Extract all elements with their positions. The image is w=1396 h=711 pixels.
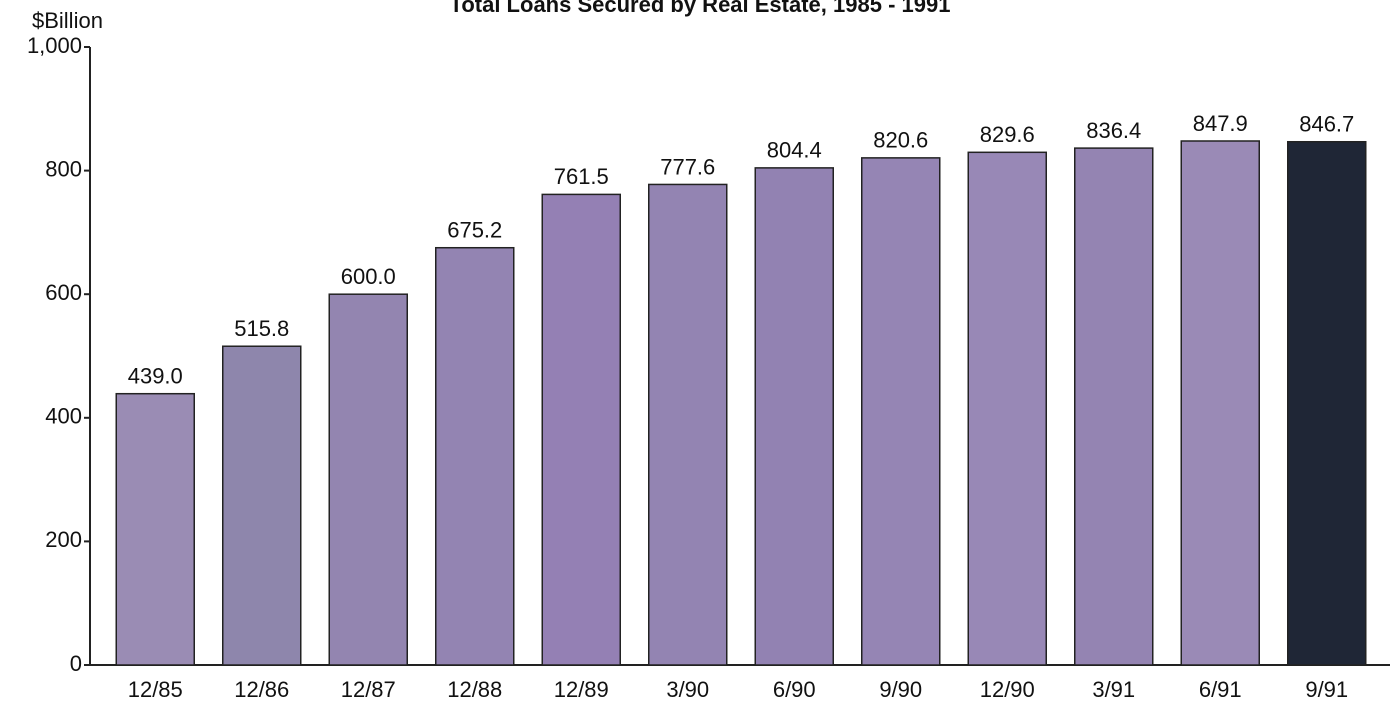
x-tick-label: 9/90 xyxy=(879,677,922,702)
y-tick-label: 1,000 xyxy=(27,33,82,58)
value-label: 846.7 xyxy=(1299,112,1354,137)
x-tick-label: 3/90 xyxy=(666,677,709,702)
y-tick-label: 600 xyxy=(45,280,82,305)
bar xyxy=(1287,140,1367,666)
y-tick-label: 400 xyxy=(45,404,82,429)
bar xyxy=(754,167,834,666)
bar xyxy=(967,151,1047,666)
bar xyxy=(222,345,302,666)
bar xyxy=(328,293,408,666)
value-label: 847.9 xyxy=(1193,111,1248,136)
value-label: 820.6 xyxy=(873,128,928,153)
bar xyxy=(1074,147,1154,666)
value-label: 515.8 xyxy=(234,316,289,341)
x-tick-label: 9/91 xyxy=(1305,677,1348,702)
bar xyxy=(435,246,515,666)
chart-title: Total Loans Secured by Real Estate, 1985… xyxy=(450,0,951,17)
value-label: 836.4 xyxy=(1086,118,1141,143)
value-label: 804.4 xyxy=(767,138,822,163)
value-label: 761.5 xyxy=(554,164,609,189)
value-label: 777.6 xyxy=(660,154,715,179)
y-tick-label: 200 xyxy=(45,527,82,552)
x-tick-label: 12/88 xyxy=(447,677,502,702)
value-label: 829.6 xyxy=(980,122,1035,147)
bar xyxy=(541,193,621,666)
x-tick-label: 12/87 xyxy=(341,677,396,702)
bar xyxy=(861,157,941,666)
x-tick-label: 3/91 xyxy=(1092,677,1135,702)
x-tick-label: 12/90 xyxy=(980,677,1035,702)
bar xyxy=(1180,140,1260,666)
bar xyxy=(648,183,728,666)
y-tick-label: 800 xyxy=(45,156,82,181)
value-label: 675.2 xyxy=(447,218,502,243)
x-tick-label: 6/91 xyxy=(1199,677,1242,702)
y-axis-label: $Billion xyxy=(32,8,103,33)
bar xyxy=(115,392,195,666)
value-label: 439.0 xyxy=(128,364,183,389)
x-tick-label: 12/86 xyxy=(234,677,289,702)
x-tick-label: 6/90 xyxy=(773,677,816,702)
value-label: 600.0 xyxy=(341,264,396,289)
y-tick-label: 0 xyxy=(70,651,82,676)
x-tick-label: 12/89 xyxy=(554,677,609,702)
x-tick-label: 12/85 xyxy=(128,677,183,702)
